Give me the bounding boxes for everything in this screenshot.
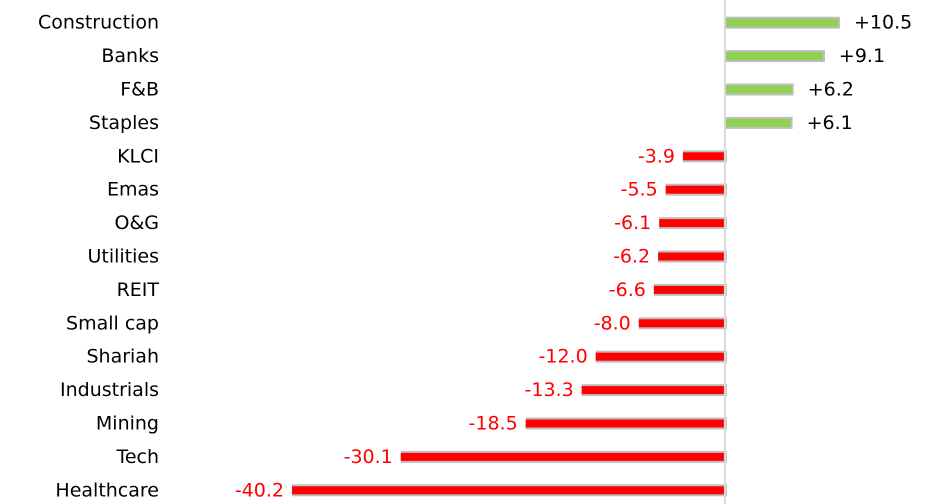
category-label-utilities: Utilities	[87, 246, 159, 268]
bar-f-b	[724, 85, 792, 94]
bar-reit	[653, 285, 725, 294]
value-label-small-cap: -8.0	[594, 312, 631, 334]
bar-mining	[525, 419, 725, 428]
category-label-construction: Construction	[38, 12, 159, 34]
value-label-o-g: -6.1	[614, 212, 651, 234]
value-label-klci: -3.9	[638, 145, 675, 167]
value-label-staples: +6.1	[807, 112, 853, 134]
category-label-healthcare: Healthcare	[55, 479, 159, 501]
bar-industrials	[581, 386, 725, 395]
value-label-emas: -5.5	[621, 179, 658, 201]
category-label-f-b: F&B	[120, 79, 159, 101]
category-label-klci: KLCI	[117, 145, 159, 167]
value-label-industrials: -13.3	[525, 379, 574, 401]
category-label-tech: Tech	[115, 446, 159, 468]
value-label-banks: +9.1	[839, 45, 885, 67]
category-label-reit: REIT	[117, 279, 160, 301]
value-label-shariah: -12.0	[539, 346, 588, 368]
value-label-mining: -18.5	[469, 413, 518, 435]
bar-small-cap	[638, 319, 725, 328]
bar-tech	[400, 452, 725, 461]
value-label-reit: -6.6	[609, 279, 646, 301]
value-label-construction: +10.5	[854, 12, 912, 34]
bar-emas	[665, 185, 725, 194]
value-labels-group: +10.5 +9.1 +6.2 +6.1 -3.9 -5.5 -6.1 -6.2 -6.6 -8.…	[235, 12, 912, 502]
category-label-industrials: Industrials	[60, 379, 159, 401]
value-label-f-b: +6.2	[808, 79, 854, 101]
bar-utilities	[658, 252, 725, 261]
bars-group	[292, 16, 840, 497]
category-label-staples: Staples	[89, 112, 159, 134]
category-label-emas: Emas	[107, 179, 159, 201]
category-label-banks: Banks	[101, 45, 159, 67]
value-label-tech: -30.1	[344, 446, 393, 468]
category-label-o-g: O&G	[115, 212, 160, 234]
bar-construction	[724, 18, 838, 27]
bar-shariah	[595, 352, 725, 361]
bar-banks	[724, 52, 823, 61]
value-label-utilities: -6.2	[613, 246, 650, 268]
bar-staples	[724, 118, 791, 127]
category-label-small-cap: Small cap	[66, 312, 159, 334]
bar-healthcare	[292, 486, 725, 495]
bar-o-g	[659, 219, 725, 228]
category-label-mining: Mining	[96, 413, 159, 435]
category-label-shariah: Shariah	[86, 346, 159, 368]
value-label-healthcare: -40.2	[235, 479, 284, 501]
bar-klci	[682, 152, 725, 161]
category-labels-group: Construction Banks F&B Staples KLCI Emas O&G Ut…	[38, 12, 159, 502]
